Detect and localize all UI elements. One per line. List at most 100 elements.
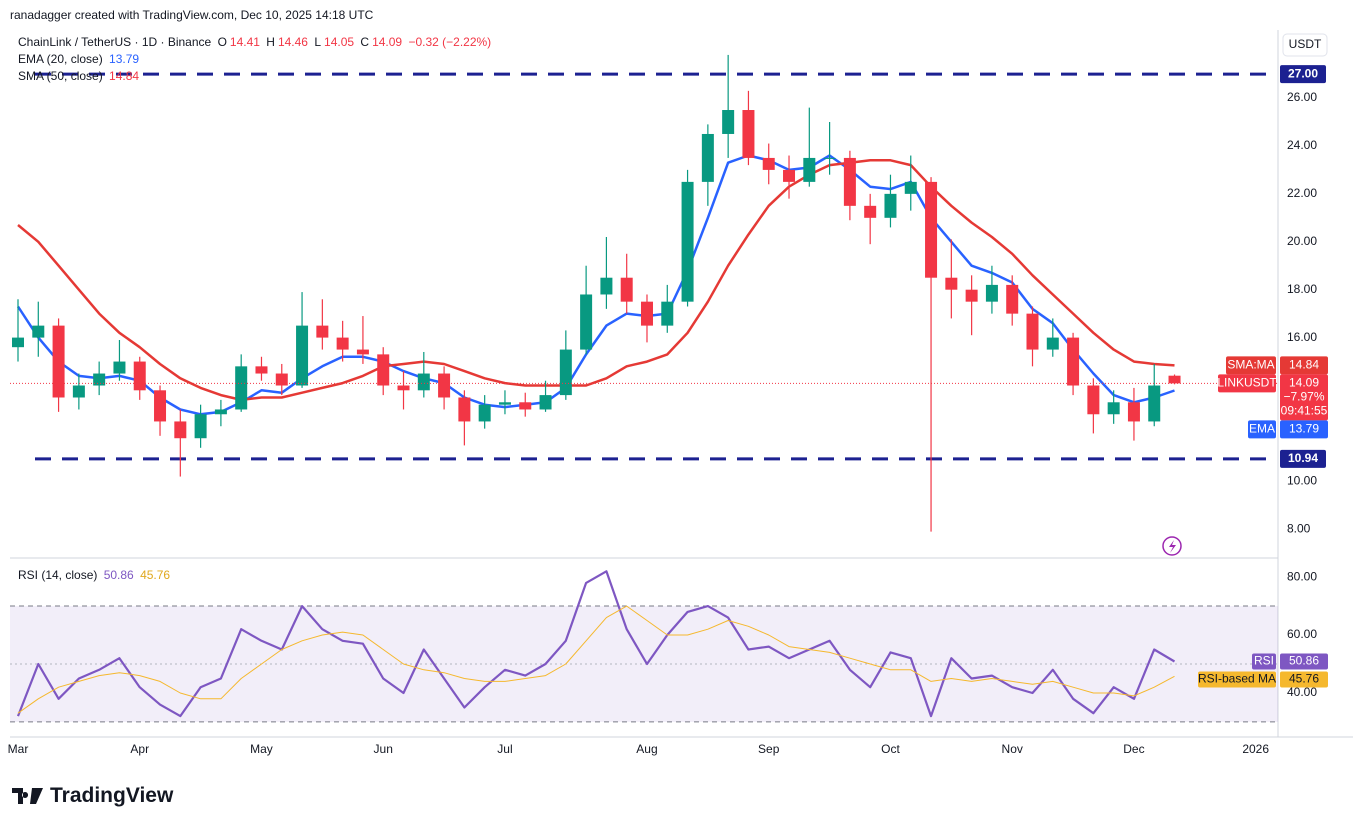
legend-value: 14.84 [109, 69, 140, 83]
candle-body [661, 301, 674, 326]
candle-body [93, 373, 106, 386]
tag-box [1252, 653, 1276, 670]
x-tick-label: Nov [1002, 742, 1023, 756]
axis-tag [1280, 356, 1328, 375]
candle-body [1127, 402, 1140, 422]
axis-tag-label: 14.84 [1289, 358, 1319, 372]
candle-body [965, 289, 978, 302]
x-tick-label: Aug [636, 742, 657, 756]
y-tick-label: 8.00 [1287, 521, 1311, 535]
line [16, 154, 1175, 416]
rsi-tick-label: 40.00 [1287, 685, 1317, 699]
x-tick-label: Mar [8, 742, 29, 756]
y-tick-label: 26.00 [1287, 90, 1317, 104]
alert-circle[interactable] [1162, 536, 1182, 556]
candle-body [154, 390, 167, 422]
candle-body [701, 133, 714, 182]
candle-body [904, 181, 917, 194]
ohlc-letter: H [266, 35, 275, 49]
candle-body [72, 385, 85, 398]
logo-text: TradingView [50, 784, 174, 807]
logo[interactable]: TradingView [12, 784, 173, 808]
candle-body [498, 402, 511, 405]
attribution: ranadagger created with TradingView.com,… [10, 8, 374, 22]
level-tag-label: 10.94 [1288, 451, 1318, 465]
candle-body [519, 402, 532, 410]
candle-body [722, 110, 735, 134]
candle-body [316, 325, 329, 338]
sma-legend: SMA (50, close) 14.84 [18, 69, 142, 83]
candle-body [174, 421, 187, 439]
candle-body [214, 409, 227, 415]
tag-box [1248, 420, 1276, 439]
legend-value: 13.79 [109, 52, 140, 66]
y-tick-label: 22.00 [1287, 186, 1317, 200]
symbol-title: ChainLink / TetherUS · 1D · Binance [18, 35, 212, 49]
ohlc-high: 14.46 [277, 35, 308, 49]
candle-body [336, 337, 349, 350]
level-tag [1280, 449, 1326, 468]
tag-label: RSI [1254, 654, 1274, 668]
candle-body [1087, 385, 1100, 415]
candle-body [985, 284, 998, 302]
level-tag [1280, 65, 1326, 84]
candle-body [397, 385, 410, 391]
line [16, 570, 1176, 718]
axis-tag-label: 09:41:55 [1281, 404, 1328, 418]
candle-body [478, 404, 491, 422]
candle-body [600, 277, 613, 295]
line [17, 159, 1175, 402]
candle-body [1107, 402, 1120, 415]
candle-body [884, 193, 897, 218]
candle-body [945, 277, 958, 290]
candle-body [803, 157, 816, 182]
tag-label: LINKUSDT [1217, 376, 1277, 390]
currency-box[interactable] [1282, 33, 1328, 57]
y-tick-label: 24.00 [1287, 138, 1317, 152]
x-tick-label: 2026 [1242, 742, 1269, 756]
rsi-tick-label: 80.00 [1287, 569, 1317, 583]
tag-box [1198, 671, 1276, 688]
candle-body [1067, 337, 1080, 386]
y-tick-label: 16.00 [1287, 330, 1317, 344]
candle-body [1168, 375, 1181, 384]
rsi-tick-label: 60.00 [1287, 627, 1317, 641]
candle-body [275, 373, 288, 386]
candle-body [640, 301, 653, 326]
candle-body [681, 181, 694, 302]
candle-body [52, 325, 65, 398]
axis-tag [1280, 374, 1328, 421]
axis-tag [1280, 671, 1328, 688]
x-tick-label: Oct [881, 742, 900, 756]
legend-value: 45.76 [140, 568, 171, 582]
axis-tag-label: −7.97% [1283, 390, 1324, 404]
tag-box [1218, 374, 1276, 393]
candle-body [1006, 284, 1019, 314]
rsi-legend: RSI (14, close) 50.86 45.76 [18, 568, 173, 582]
legend-name: SMA (50, close) [18, 69, 103, 83]
candle-body [843, 157, 856, 206]
alert-bolt[interactable] [1169, 540, 1176, 553]
x-tick-label: Jul [497, 742, 512, 756]
candle-body [742, 110, 755, 158]
x-tick-label: May [250, 742, 273, 756]
x-tick-label: Sep [758, 742, 780, 756]
ohlc-open: 14.41 [229, 35, 260, 49]
tag-box [1226, 356, 1276, 375]
ohlc-close: 14.09 [372, 35, 403, 49]
candle-body [864, 205, 877, 218]
candle-body [356, 349, 369, 355]
alert-icon[interactable] [1162, 536, 1182, 556]
candle-body [255, 366, 268, 374]
x-tick-label: Jun [374, 742, 393, 756]
candle-body [417, 373, 430, 391]
change: −0.32 (−2.22%) [408, 35, 492, 49]
tag-label: RSI-based MA [1198, 672, 1276, 686]
candle-body [559, 349, 572, 396]
candle-body [539, 395, 552, 410]
candle-body [458, 397, 471, 422]
ohlc-letter: C [360, 35, 370, 49]
candle-body [296, 325, 309, 386]
